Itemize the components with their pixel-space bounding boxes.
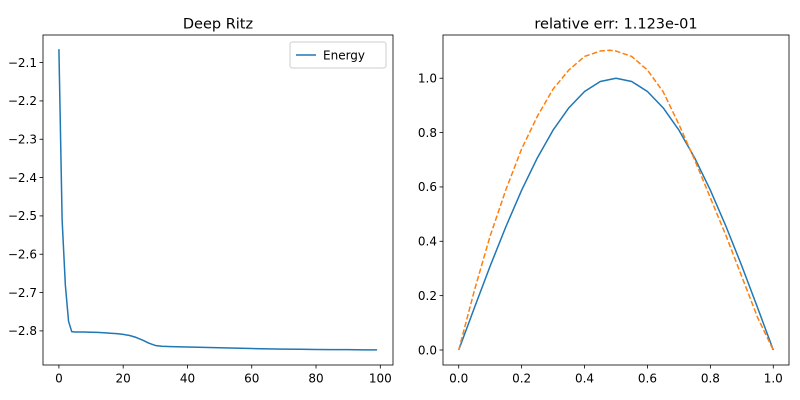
solution-y-tick-label: 0.8 xyxy=(418,126,437,140)
energy-legend: Energy xyxy=(289,41,387,69)
energy-x-tick-label: 60 xyxy=(244,372,259,386)
energy-y-tick-label: −2.3 xyxy=(8,133,37,147)
energy-y-tick-label: −2.2 xyxy=(8,94,37,108)
relative-error-plot: 0.0 0.2 0.4 0.6 0.8 1.0 0.0 0.2 0.4 0.6 0.8 1.0 rela… xyxy=(418,17,790,386)
solution-x-tick-label: 0.2 xyxy=(512,372,531,386)
solution-axes-frame xyxy=(442,34,790,366)
energy-series-line-0 xyxy=(58,49,378,351)
energy-axes-frame xyxy=(42,34,394,366)
solution-x-tick-label: 0.8 xyxy=(701,372,720,386)
solution-x-tick-label: 0.6 xyxy=(638,372,657,386)
solution-chart-title: relative err: 1.123e-01 xyxy=(534,17,697,33)
energy-x-tick-label: 0 xyxy=(55,372,63,386)
deep-ritz-energy-plot: 0 20 40 60 80 100 −2.1 −2.2 −2.3 −2.4 −2.5 −2.6 −2.7… xyxy=(8,17,394,386)
energy-y-tick-label: −2.6 xyxy=(8,248,37,262)
energy-y-tick-label: −2.7 xyxy=(8,286,37,300)
energy-y-tick-label: −2.8 xyxy=(8,324,37,338)
solution-x-tick-label: 0.0 xyxy=(449,372,468,386)
energy-x-tick-label: 80 xyxy=(308,372,323,386)
energy-legend-label: Energy xyxy=(323,48,365,62)
solution-y-tick-label: 0.2 xyxy=(418,289,437,303)
energy-y-tick-label: −2.1 xyxy=(8,56,37,70)
solution-y-tick-label: 1.0 xyxy=(418,72,437,86)
solution-y-tick-label: 0.4 xyxy=(418,235,437,249)
solution-x-tick-label: 1.0 xyxy=(764,372,783,386)
solution-x-tick-label: 0.4 xyxy=(575,372,594,386)
energy-y-tick-label: −2.5 xyxy=(8,209,37,223)
solution-y-tick-label: 0.6 xyxy=(418,180,437,194)
energy-x-tick-label: 20 xyxy=(116,372,131,386)
energy-x-tick-label: 40 xyxy=(180,372,195,386)
solution-series-line-1 xyxy=(458,49,774,351)
energy-y-tick-label: −2.4 xyxy=(8,171,37,185)
energy-legend-box xyxy=(289,41,387,69)
solution-series-line-0 xyxy=(458,77,774,351)
solution-y-tick-label: 0.0 xyxy=(418,343,437,357)
energy-x-tick-label: 100 xyxy=(369,372,392,386)
energy-chart-title: Deep Ritz xyxy=(183,17,253,33)
